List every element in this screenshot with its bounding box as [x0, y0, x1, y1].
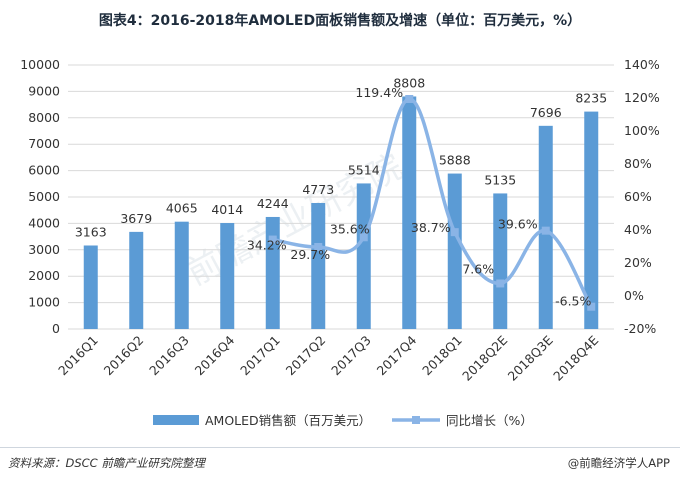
y-left-tick-label: 2000 [28, 268, 60, 283]
bar-value-label: 4244 [257, 196, 289, 211]
bar-value-label: 8235 [575, 91, 607, 106]
legend-bar-swatch [153, 415, 199, 425]
source-note: 资料来源：DSCC 前瞻产业研究院整理 [8, 456, 205, 470]
chart-title: 图表4：2016-2018年AMOLED面板销售额及增速（单位：百万美元，%） [98, 13, 582, 29]
x-tick-label: 2016Q1 [55, 333, 101, 379]
y-right-tick-label: 80% [624, 156, 652, 171]
growth-marker [450, 228, 459, 237]
y-left-tick-label: 7000 [28, 136, 60, 151]
x-tick-label: 2016Q3 [146, 333, 192, 379]
y-right-tick-label: 120% [624, 90, 660, 105]
y-left-tick-label: 3000 [28, 242, 60, 257]
x-tick-label: 2018Q2E [459, 332, 510, 383]
bar [356, 183, 371, 329]
y-left-tick-label: 10000 [20, 57, 60, 72]
legend-bar-label: AMOLED销售额（百万美元） [205, 413, 371, 428]
footer-divider [0, 447, 680, 448]
x-tick-label: 2017Q1 [237, 333, 283, 379]
credit-note: @前瞻经济学人APP [567, 456, 670, 470]
bar [174, 221, 189, 329]
y-left-tick-label: 1000 [28, 295, 60, 310]
growth-value-label: 35.6% [330, 221, 370, 236]
legend-line-marker [412, 416, 420, 424]
y-left-tick-label: 8000 [28, 110, 60, 125]
y-left-tick-label: 5000 [28, 189, 60, 204]
x-tick-label: 2018Q1 [419, 333, 465, 379]
bar-value-label: 4773 [302, 182, 334, 197]
y-left-tick-label: 0 [52, 321, 60, 336]
bar-value-label: 3163 [75, 224, 107, 239]
growth-value-label: 119.4% [355, 85, 403, 100]
y-left-tick-label: 4000 [28, 215, 60, 230]
growth-value-label: 29.7% [290, 247, 330, 262]
bar [447, 173, 462, 329]
growth-marker [314, 242, 323, 251]
x-tick-label: 2017Q2 [283, 333, 329, 379]
chart-canvas: 前瞻产业研究院010002000300040005000600070008000… [20, 57, 660, 428]
y-right-tick-label: 20% [624, 255, 652, 270]
y-right-tick-label: -20% [624, 321, 656, 336]
bar [493, 193, 508, 329]
bar-value-label: 7696 [530, 105, 562, 120]
y-right-tick-label: 100% [624, 123, 660, 138]
bar [311, 202, 326, 329]
bar [402, 96, 417, 329]
bar-value-label: 3679 [120, 211, 152, 226]
bar-value-label: 4065 [166, 201, 198, 216]
bar-value-label: 5888 [439, 153, 471, 168]
growth-value-label: -6.5% [555, 294, 591, 309]
growth-marker [496, 279, 505, 288]
growth-marker [405, 94, 414, 103]
growth-value-label: 7.6% [462, 261, 494, 276]
x-tick-label: 2017Q4 [374, 332, 420, 378]
y-left-tick-label: 6000 [28, 163, 60, 178]
x-tick-label: 2018Q3E [505, 332, 556, 383]
growth-value-label: 38.7% [411, 220, 451, 235]
growth-value-label: 39.6% [498, 217, 538, 232]
growth-marker [359, 233, 368, 242]
growth-marker [268, 235, 277, 244]
bar [265, 216, 280, 329]
bar [83, 245, 98, 329]
growth-value-label: 34.2% [247, 238, 287, 253]
bar [584, 111, 599, 329]
bar-value-label: 8808 [393, 75, 425, 90]
growth-line [271, 97, 593, 309]
growth-marker [587, 302, 596, 311]
bar-value-label: 5135 [484, 172, 516, 187]
x-tick-label: 2018Q4E [550, 332, 601, 383]
legend-line-label: 同比增长（%） [446, 413, 533, 428]
bar [129, 231, 144, 329]
x-tick-label: 2016Q4 [192, 332, 238, 378]
bar-value-label: 4014 [211, 202, 243, 217]
y-right-tick-label: 140% [624, 57, 660, 72]
bar-value-label: 5514 [348, 162, 380, 177]
y-left-tick-label: 9000 [28, 83, 60, 98]
y-right-tick-label: 0% [624, 288, 644, 303]
y-right-tick-label: 40% [624, 222, 652, 237]
x-tick-label: 2017Q3 [328, 333, 374, 379]
y-right-tick-label: 60% [624, 189, 652, 204]
x-tick-label: 2016Q2 [101, 333, 147, 379]
growth-marker [541, 226, 550, 235]
bar [220, 223, 235, 329]
